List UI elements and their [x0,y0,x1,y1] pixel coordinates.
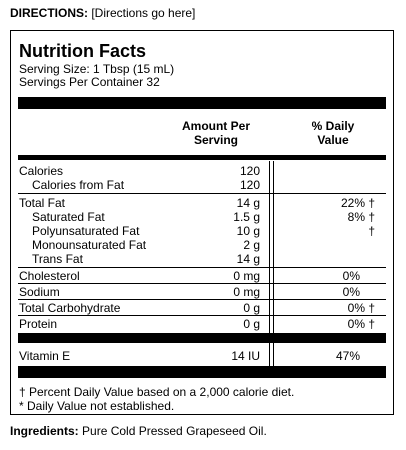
footnote-daily-value-not-established: * Daily Value not established. [19,399,175,413]
row-dv: 47% [335,349,360,363]
row-dv: 0% † [347,317,375,331]
ingredients-text: Pure Cold Pressed Grapeseed Oil. [82,424,267,438]
row-dv: 0% [342,285,360,299]
directions-line: DIRECTIONS: [Directions go here] [10,6,195,20]
row-total-fat: Total Fat 14 g 22% † [18,196,386,210]
divider-carbohydrate [18,315,386,316]
servings-per-container: Servings Per Container 32 [19,75,160,89]
row-amount: 0 g [243,317,260,331]
row-dv: † [368,224,375,238]
daily-value-header: % Daily Value [283,119,383,147]
row-amount: 0 mg [233,285,260,299]
row-calories: Calories 120 [18,164,386,178]
row-polyunsaturated-fat: Polyunsaturated Fat 10 g † [18,224,386,238]
nutrition-facts-panel: Nutrition Facts Serving Size: 1 Tbsp (15… [10,30,394,415]
ingredients-label: Ingredients: [10,424,79,438]
row-amount: 2 g [243,238,260,252]
row-label: Cholesterol [19,269,80,283]
row-label: Vitamin E [19,349,71,363]
row-calories-from-fat: Calories from Fat 120 [18,178,386,192]
row-amount: 1.5 g [233,210,260,224]
header-thick-divider [18,155,386,160]
footnote-percent-daily-value: † Percent Daily Value based on a 2,000 c… [19,385,295,399]
row-amount: 120 [239,164,260,178]
divider-sodium [18,299,386,300]
amount-header-line1: Amount Per [181,119,250,133]
row-dv: 22% † [340,196,375,210]
row-amount: 0 g [243,301,260,315]
row-amount: 14 IU [231,349,260,363]
row-label: Calories [19,164,64,178]
divider-calories [18,193,386,194]
row-amount: 14 g [236,252,260,266]
divider-cholesterol [18,283,386,284]
amount-per-serving-header: Amount Per Serving [161,119,271,147]
directions-text: [Directions go here] [91,6,196,20]
divider-fat [18,267,386,268]
row-label: Trans Fat [32,252,83,266]
row-dv: 0% † [347,301,375,315]
row-amount: 0 mg [233,269,260,283]
amount-header-line2: Serving [193,133,238,147]
row-label: Total Fat [19,196,66,210]
vitamin-thick-divider [18,333,386,343]
row-label: Total Carbohydrate [19,301,121,315]
row-amount: 120 [239,178,260,192]
row-monounsaturated-fat: Monounsaturated Fat 2 g [18,238,386,252]
row-trans-fat: Trans Fat 14 g [18,252,386,266]
row-label: Sodium [19,285,60,299]
row-total-carbohydrate: Total Carbohydrate 0 g 0% † [18,301,386,315]
row-label: Polyunsaturated Fat [32,224,140,238]
row-cholesterol: Cholesterol 0 mg 0% [18,269,386,283]
row-amount: 10 g [236,224,260,238]
directions-label: DIRECTIONS: [10,6,88,20]
serving-info: Serving Size: 1 Tbsp (15 mL) Servings Pe… [19,63,174,89]
row-dv: 0% [342,269,360,283]
serving-size: Serving Size: 1 Tbsp (15 mL) [19,62,175,76]
row-amount: 14 g [236,196,260,210]
top-thick-divider [18,97,386,109]
row-vitamin-e: Vitamin E 14 IU 47% [18,349,386,363]
column-divider-1 [269,161,270,366]
ingredients-line: Ingredients: Pure Cold Pressed Grapeseed… [10,424,267,438]
row-dv: 8% † [347,210,375,224]
column-divider-2 [273,161,274,366]
dv-header-line2: Value [317,133,349,147]
bottom-thick-divider [18,366,386,378]
row-label: Saturated Fat [32,210,105,224]
row-label: Monounsaturated Fat [32,238,147,252]
row-sodium: Sodium 0 mg 0% [18,285,386,299]
dv-header-line1: % Daily [311,119,355,133]
nutrition-facts-title: Nutrition Facts [19,41,147,61]
row-saturated-fat: Saturated Fat 1.5 g 8% † [18,210,386,224]
row-protein: Protein 0 g 0% † [18,317,386,331]
row-label: Calories from Fat [32,178,125,192]
row-label: Protein [19,317,58,331]
